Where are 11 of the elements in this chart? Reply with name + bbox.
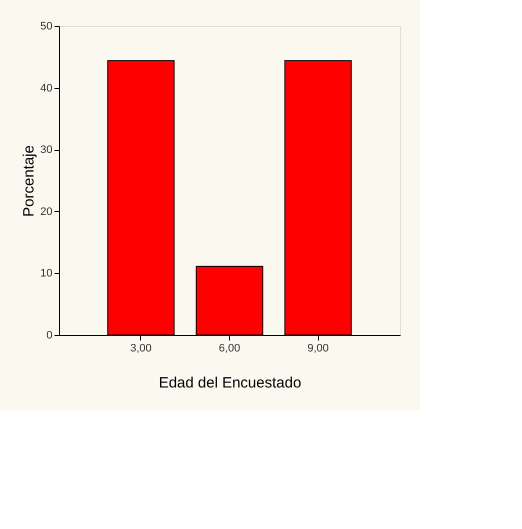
x-tick-label: 6,00	[218, 342, 240, 354]
y-tick-label: 0	[46, 330, 52, 342]
y-tick-label: 10	[40, 268, 52, 280]
y-tick-label: 50	[40, 20, 52, 32]
x-axis-title: Edad del Encuestado	[158, 374, 302, 392]
y-tick-label: 40	[40, 82, 52, 94]
y-tick-label: 20	[40, 206, 52, 218]
x-tick-label: 3,00	[130, 342, 152, 354]
x-tick-label: 9,00	[307, 342, 329, 354]
y-tick-label: 30	[40, 144, 52, 156]
y-axis-title: Porcentaje	[20, 145, 38, 217]
